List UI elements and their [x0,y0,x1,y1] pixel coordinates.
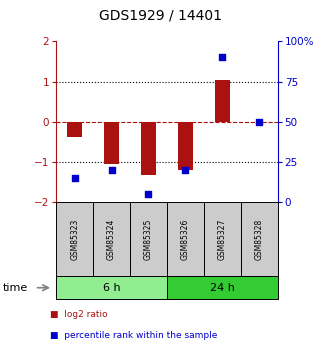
Bar [215,79,230,122]
Text: GSM85326: GSM85326 [181,218,190,259]
Text: 24 h: 24 h [210,283,235,293]
Bar [67,122,82,137]
Text: ■  log2 ratio: ■ log2 ratio [50,310,108,319]
Text: time: time [3,283,29,293]
Point [109,167,114,172]
Bar [104,122,119,164]
Text: GSM85327: GSM85327 [218,218,227,259]
Text: GSM85324: GSM85324 [107,218,116,259]
Text: GDS1929 / 14401: GDS1929 / 14401 [99,8,222,22]
Point [146,191,151,197]
Point [183,167,188,172]
Point [72,175,77,180]
Text: GSM85325: GSM85325 [144,218,153,259]
Point [256,119,262,125]
Text: 6 h: 6 h [103,283,120,293]
Text: ■  percentile rank within the sample: ■ percentile rank within the sample [50,331,217,340]
Text: GSM85328: GSM85328 [255,218,264,259]
Text: GSM85323: GSM85323 [70,218,79,259]
Bar [141,122,156,175]
Point [220,55,225,60]
Bar [178,122,193,170]
